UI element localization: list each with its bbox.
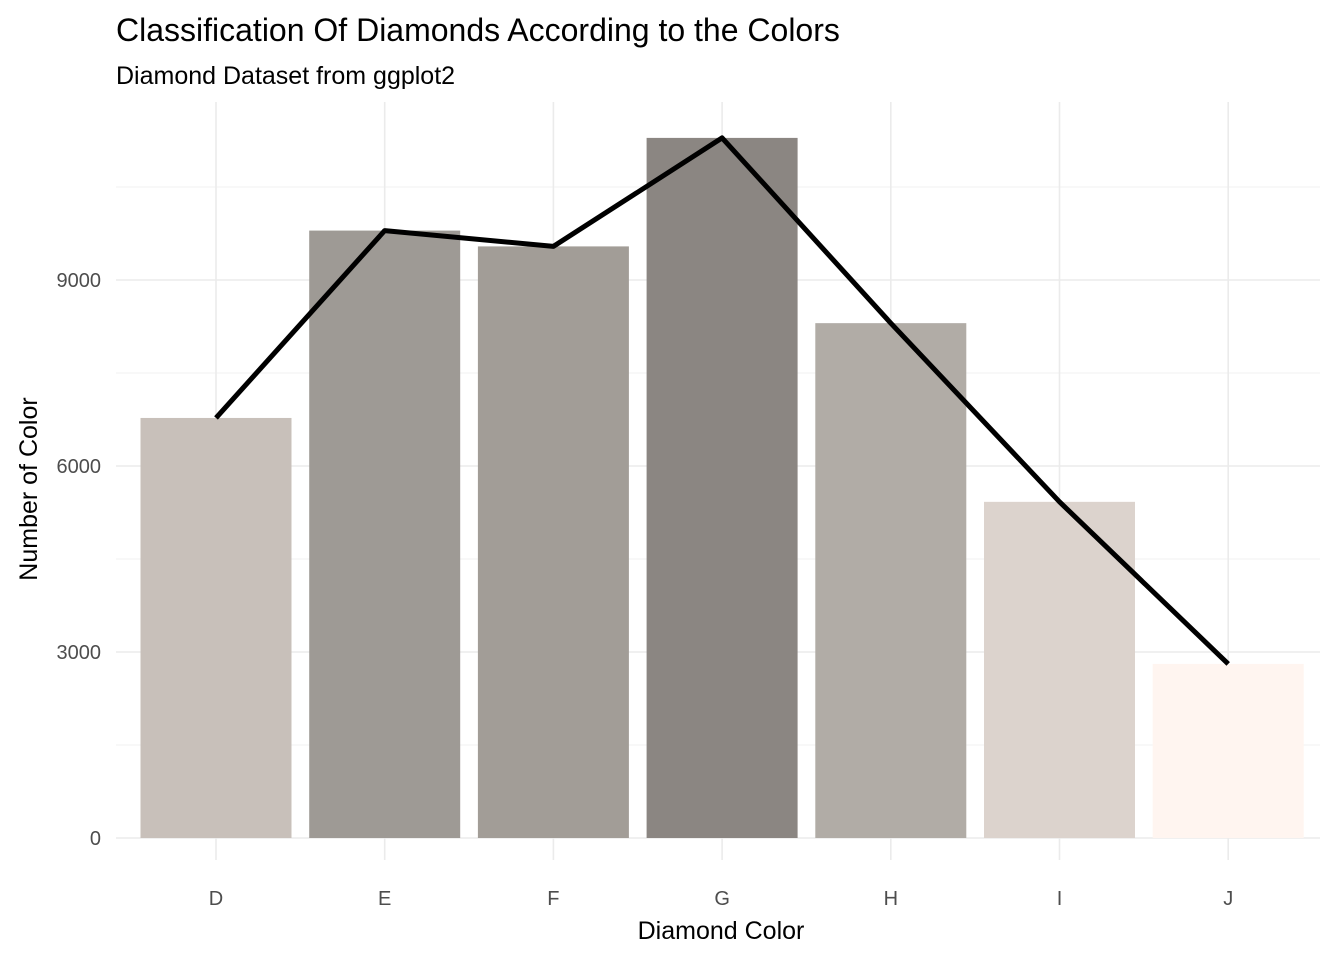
line-layer: [214, 135, 1230, 666]
chart-subtitle: Diamond Dataset from ggplot2: [116, 62, 455, 90]
bars: [140, 137, 1304, 839]
x-axis-ticks: D E F G H I J: [209, 888, 1233, 910]
y-axis-title: Number of Color: [15, 397, 43, 580]
x-tick-label: H: [884, 888, 898, 910]
bar-E: [309, 230, 461, 838]
y-tick-label: 9000: [57, 270, 102, 292]
x-axis-title: Diamond Color: [638, 917, 805, 945]
bar-G: [646, 137, 798, 838]
y-tick-label: 0: [90, 828, 101, 850]
y-tick-label: 3000: [57, 642, 102, 664]
x-tick-label: D: [209, 888, 223, 910]
y-axis-ticks: 0 3000 6000 9000: [57, 270, 102, 850]
series-line: [214, 135, 1230, 666]
y-tick-label: 6000: [57, 456, 102, 478]
x-tick-label: E: [378, 888, 391, 910]
bar-H: [815, 323, 967, 839]
x-tick-label: G: [714, 888, 730, 910]
bar-J: [1152, 663, 1304, 838]
x-tick-label: I: [1057, 888, 1063, 910]
bar-F: [477, 246, 629, 838]
chart-title: Classification Of Diamonds According to …: [116, 12, 840, 48]
bar-I: [984, 501, 1135, 838]
x-tick-label: J: [1223, 888, 1233, 910]
x-tick-label: F: [547, 888, 559, 910]
bar-D: [140, 417, 292, 838]
